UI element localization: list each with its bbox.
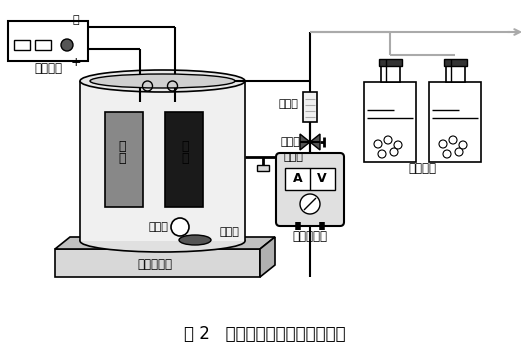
Bar	[446, 66, 465, 82]
Bar	[303, 92, 317, 122]
Text: 极: 极	[118, 152, 126, 165]
Circle shape	[300, 194, 320, 214]
Bar	[444, 59, 467, 66]
Circle shape	[171, 218, 189, 236]
Text: +: +	[70, 57, 81, 69]
Text: 臭氧发生器: 臭氧发生器	[293, 231, 328, 244]
Circle shape	[61, 39, 73, 51]
Text: 尾气吸收: 尾气吸收	[408, 163, 436, 176]
Polygon shape	[260, 237, 275, 277]
Text: 取样口: 取样口	[283, 152, 303, 162]
Text: 极: 极	[181, 152, 189, 165]
Ellipse shape	[80, 230, 245, 252]
Polygon shape	[300, 134, 310, 150]
Bar	[364, 82, 416, 162]
Bar	[105, 112, 143, 207]
Circle shape	[394, 141, 402, 149]
Text: 曝气头: 曝气头	[148, 222, 168, 232]
Bar	[8, 21, 88, 61]
Text: 截门阀: 截门阀	[280, 137, 300, 147]
Bar	[55, 249, 260, 277]
Circle shape	[443, 150, 451, 158]
Ellipse shape	[90, 74, 235, 88]
Bar	[80, 81, 245, 241]
Text: －: －	[73, 15, 79, 25]
Text: 直流电源: 直流电源	[34, 63, 62, 75]
Text: V: V	[317, 172, 327, 186]
Circle shape	[384, 136, 392, 144]
Circle shape	[449, 136, 457, 144]
Bar	[257, 165, 269, 171]
Polygon shape	[310, 134, 320, 150]
Bar	[165, 112, 203, 207]
Text: 流量计: 流量计	[278, 99, 298, 109]
Polygon shape	[55, 237, 275, 249]
Bar	[379, 59, 402, 66]
FancyBboxPatch shape	[276, 153, 344, 226]
Text: 图 2   电催化臭氧氧化装置示意图: 图 2 电催化臭氧氧化装置示意图	[184, 325, 346, 343]
Text: 阳: 阳	[118, 140, 126, 153]
Circle shape	[374, 140, 382, 148]
Text: 搅拌子: 搅拌子	[220, 227, 240, 237]
Bar	[381, 66, 400, 82]
Text: A: A	[293, 172, 303, 186]
Text: 磁力搅拌器: 磁力搅拌器	[137, 258, 172, 270]
Bar	[35, 40, 51, 50]
Text: 阴: 阴	[181, 140, 189, 153]
Bar	[14, 40, 30, 50]
Circle shape	[378, 150, 386, 158]
Circle shape	[455, 148, 463, 156]
Ellipse shape	[179, 235, 211, 245]
Bar	[429, 82, 481, 162]
Bar	[285, 168, 335, 190]
Ellipse shape	[80, 70, 245, 92]
Circle shape	[390, 148, 398, 156]
Circle shape	[439, 140, 447, 148]
Circle shape	[459, 141, 467, 149]
